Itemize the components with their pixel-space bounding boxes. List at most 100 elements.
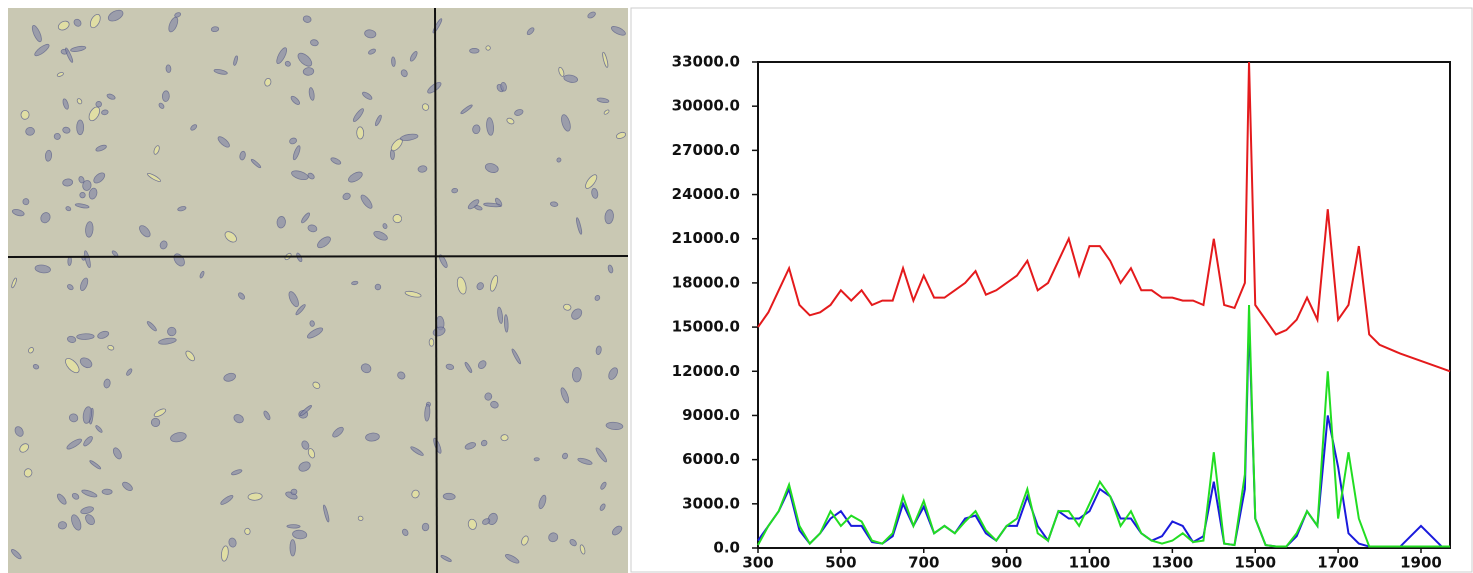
y-tick-label: 30000.0: [672, 97, 740, 115]
particle: [357, 515, 364, 521]
particle: [112, 447, 122, 460]
x-tick-label: 1300: [1151, 554, 1193, 572]
particle: [76, 98, 83, 105]
particle: [76, 119, 85, 136]
chart: 0.0 3000.0 6000.0 9000.0 12000.0 15000.0 18000…: [672, 53, 1451, 572]
particle: [88, 187, 98, 200]
particle: [608, 367, 618, 380]
particle: [615, 131, 627, 139]
particle: [506, 117, 515, 125]
particle: [85, 221, 94, 238]
particle: [34, 264, 51, 274]
particle: [605, 421, 624, 430]
particle: [153, 145, 160, 155]
particle: [244, 527, 251, 535]
particle: [57, 521, 67, 530]
particle: [174, 12, 182, 18]
particle: [365, 432, 380, 442]
particle: [587, 11, 596, 19]
particle: [364, 29, 377, 39]
particle: [602, 51, 609, 68]
particle: [233, 414, 244, 424]
crosshair-vertical: [434, 7, 438, 573]
particle: [220, 495, 234, 505]
particle: [533, 457, 540, 462]
particle: [607, 264, 614, 274]
particle: [484, 163, 499, 173]
particle: [11, 277, 17, 289]
particle: [469, 48, 480, 54]
particle: [290, 95, 300, 105]
particle: [428, 338, 435, 347]
particle: [410, 446, 424, 456]
particle: [500, 81, 507, 92]
particle: [404, 290, 422, 298]
particle: [400, 69, 408, 78]
particle: [399, 133, 419, 141]
particle: [342, 192, 351, 201]
particle: [604, 209, 614, 225]
particle: [307, 172, 315, 180]
particle: [231, 469, 243, 476]
particle: [500, 434, 509, 442]
particle: [572, 367, 582, 383]
particle: [89, 13, 101, 29]
particle: [107, 9, 124, 22]
particle: [290, 488, 298, 496]
particle: [223, 372, 236, 382]
particle: [23, 468, 33, 478]
particle: [306, 327, 324, 339]
particle: [65, 47, 74, 63]
x-tick-label: 1500: [1234, 554, 1276, 572]
particle: [301, 440, 310, 450]
chart-panel: [630, 7, 1473, 573]
particle: [224, 231, 237, 243]
particle: [486, 117, 494, 136]
y-tick-label: 33000.0: [672, 53, 740, 71]
particle: [596, 97, 610, 104]
particle: [392, 214, 403, 224]
x-tick-label: 300: [742, 554, 773, 572]
particle: [66, 438, 82, 450]
particle: [577, 457, 593, 465]
particle: [44, 149, 53, 162]
x-tick-label: 500: [825, 554, 856, 572]
particle: [139, 225, 151, 238]
particle: [101, 109, 109, 116]
particle: [53, 133, 61, 140]
particle: [74, 203, 90, 209]
particle: [563, 74, 579, 83]
particle: [158, 102, 165, 109]
particle: [368, 48, 376, 55]
particle: [330, 157, 342, 165]
particle: [309, 320, 315, 327]
particle: [445, 363, 455, 370]
particle: [167, 326, 177, 337]
particle: [569, 539, 577, 547]
y-tick-label: 18000.0: [672, 273, 740, 291]
particle: [417, 165, 428, 173]
particle: [97, 330, 110, 339]
particle: [611, 525, 623, 536]
particles: [10, 9, 627, 564]
particle: [106, 93, 116, 100]
particle: [442, 492, 456, 501]
particle: [332, 426, 344, 438]
x-tick-label: 1900: [1400, 554, 1442, 572]
x-tick-label: 1100: [1069, 554, 1111, 572]
particle: [165, 64, 172, 73]
particle: [411, 489, 420, 499]
particle: [482, 518, 491, 525]
particle: [56, 72, 64, 77]
particle: [276, 47, 288, 65]
particle: [472, 124, 481, 135]
particle: [83, 436, 93, 447]
spectrum-line: [757, 61, 1451, 373]
particle: [66, 335, 77, 343]
particle: [40, 212, 51, 224]
particle: [150, 417, 161, 427]
particle: [82, 180, 92, 191]
particle: [126, 368, 133, 376]
x-tick-label: 1700: [1317, 554, 1359, 572]
